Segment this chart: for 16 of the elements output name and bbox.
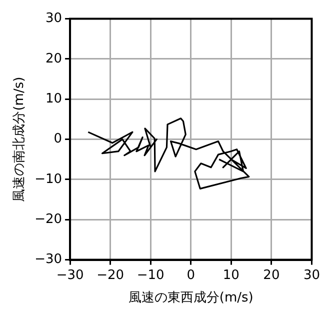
x-axis-title: 風速の東西成分(m/s) (128, 290, 254, 306)
y-tick-label: −20 (34, 212, 62, 228)
y-tick-label: 10 (45, 92, 62, 107)
x-tick-label: −10 (136, 268, 164, 283)
x-tick-label: −30 (56, 268, 84, 283)
y-tick-label: −10 (34, 172, 62, 187)
y-tick-label: 30 (45, 11, 62, 26)
y-tick-label: 0 (54, 132, 62, 147)
y-axis-title: 風速の南北成分(m/s) (12, 76, 28, 202)
y-tick-label: 20 (45, 51, 62, 66)
x-tick-label: −20 (96, 268, 124, 283)
y-tick-label: −30 (34, 252, 62, 268)
x-tick-label: 10 (222, 268, 240, 283)
x-tick-label: 30 (303, 268, 320, 283)
x-tick-label: 20 (263, 268, 280, 283)
x-tick-label: 0 (186, 268, 196, 283)
